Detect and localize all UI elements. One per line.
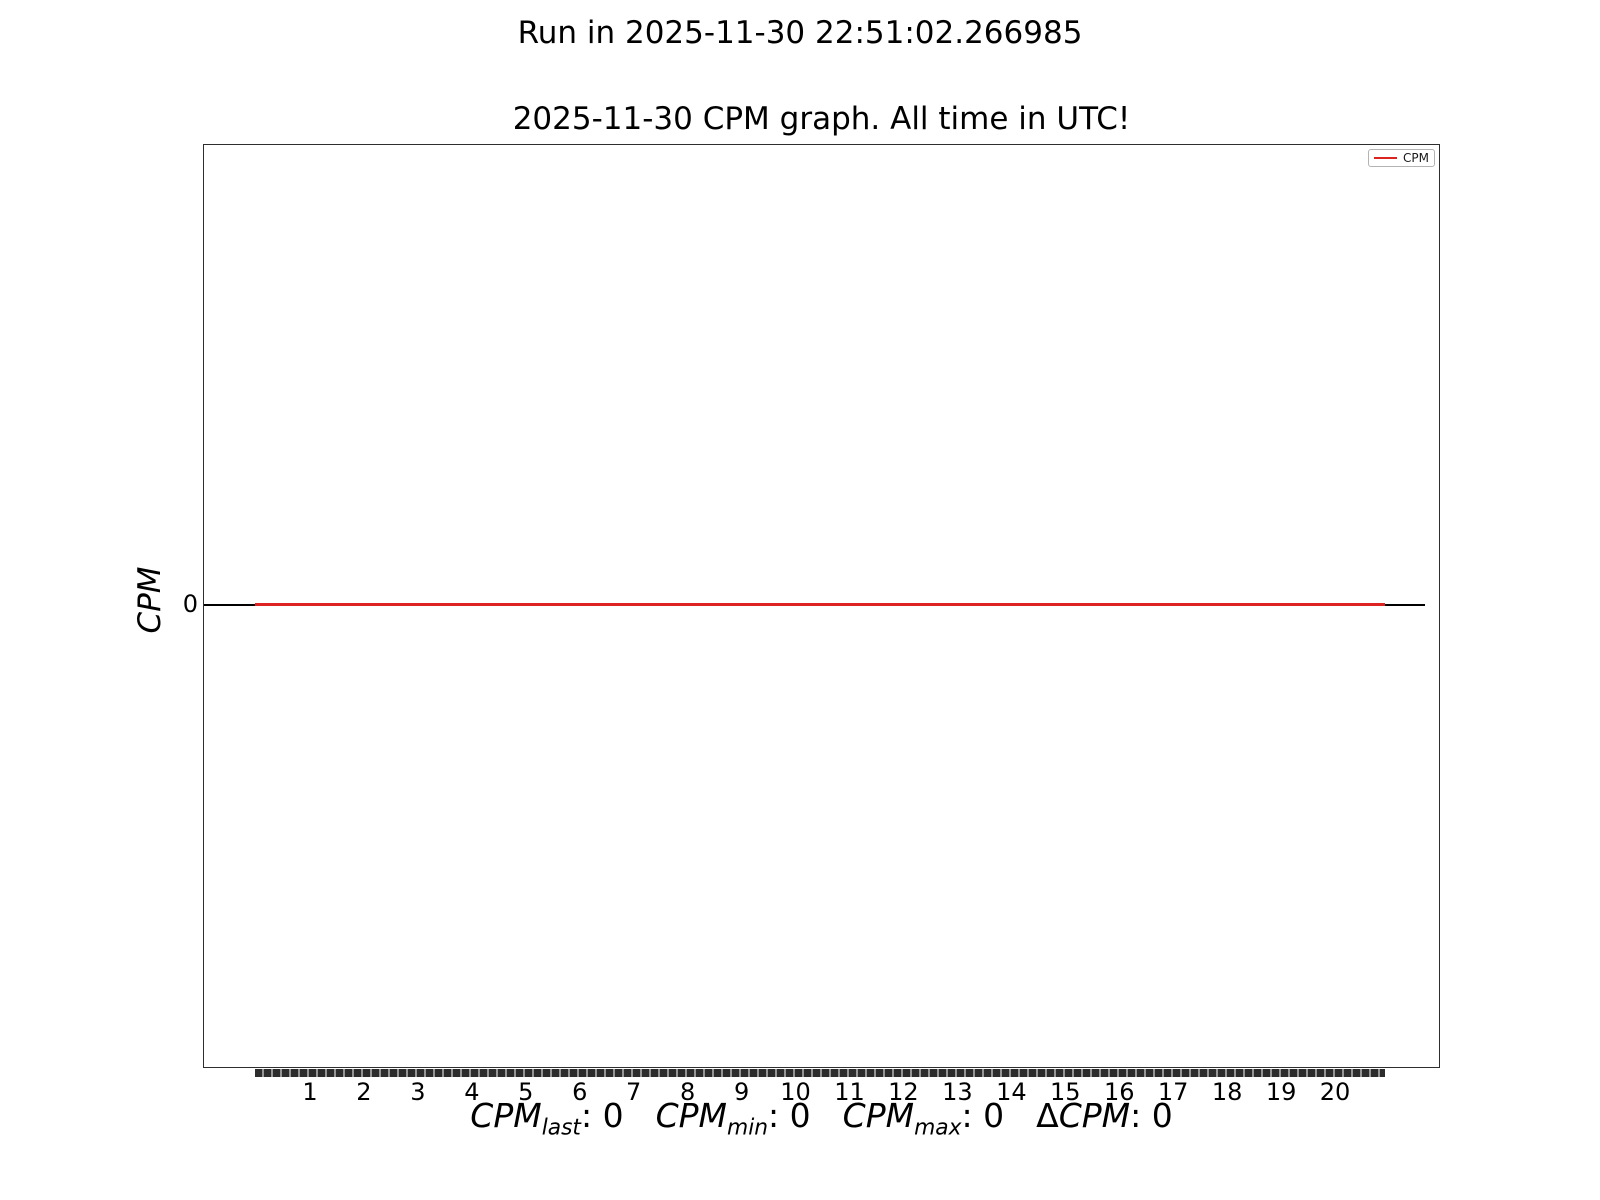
x-tick-label: 20 [1319, 1078, 1351, 1106]
stats-line: CPMlast: 0 CPMmin: 0 CPMmax: 0 ΔCPM: 0 [203, 1096, 1440, 1141]
x-tick-label: 17 [1157, 1078, 1189, 1106]
x-tick-label: 12 [888, 1078, 919, 1106]
y-tick-label: 0 [182, 590, 198, 618]
x-tick-label: 8 [680, 1078, 696, 1106]
x-tick-label: 14 [996, 1078, 1027, 1106]
x-tick-label: 6 [572, 1078, 588, 1106]
plot-area: CPM [203, 144, 1440, 1068]
stat-item: CPMmax: 0 [842, 1096, 1005, 1141]
x-tick-label: 19 [1265, 1078, 1297, 1106]
axes-title: 2025-11-30 CPM graph. All time in UTC! [512, 101, 1131, 137]
stat-item: CPMmin: 0 [655, 1096, 811, 1141]
x-tick-label: 3 [410, 1078, 426, 1106]
x-tick-label: 9 [733, 1078, 750, 1106]
x-tick-label: 10 [780, 1078, 811, 1106]
x-axis-tick-band [255, 1069, 1385, 1077]
x-tick-label: 16 [1103, 1078, 1135, 1106]
y-axis-label: CPM [132, 566, 168, 634]
x-tick-label: 15 [1050, 1078, 1081, 1106]
x-tick-label: 13 [942, 1078, 973, 1106]
x-tick-label: 7 [626, 1078, 642, 1106]
x-tick-label: 5 [518, 1078, 534, 1106]
x-tick-label: 1 [302, 1078, 318, 1106]
x-tick-label: 4 [464, 1078, 480, 1106]
figure-title: Run in 2025-11-30 22:51:02.266985 [517, 15, 1083, 51]
cpm-data-line [255, 603, 1385, 606]
stat-item: CPMlast: 0 [470, 1096, 624, 1141]
stat-item: ΔCPM: 0 [1036, 1096, 1173, 1135]
legend: CPM [1368, 149, 1435, 167]
x-tick-label: 18 [1211, 1078, 1243, 1106]
x-tick-label: 11 [834, 1078, 865, 1106]
legend-label: CPM [1403, 151, 1429, 165]
legend-line-swatch [1374, 157, 1398, 159]
x-tick-label: 2 [356, 1078, 372, 1106]
